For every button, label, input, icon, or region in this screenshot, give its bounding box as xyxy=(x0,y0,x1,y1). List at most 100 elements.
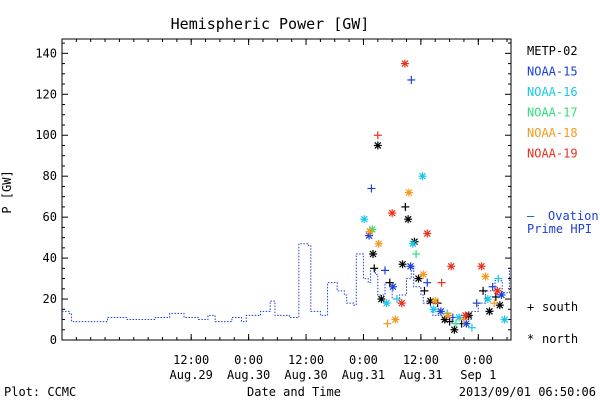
marker-stroke xyxy=(478,262,485,270)
data-point xyxy=(418,172,427,181)
marker-stroke xyxy=(447,262,455,270)
data-point xyxy=(440,315,449,324)
data-point xyxy=(412,250,421,258)
data-point xyxy=(443,311,452,320)
y-tick-label: 20 xyxy=(43,292,57,306)
marker-stroke xyxy=(388,209,396,217)
data-point xyxy=(467,323,476,332)
data-point xyxy=(483,295,492,304)
data-point xyxy=(360,215,369,224)
data-point xyxy=(391,315,400,324)
x-axis: 12:00Aug.290:00Aug.3012:00Aug.300:00Aug.… xyxy=(61,39,508,382)
marker-stroke xyxy=(407,262,414,270)
legend-entry: NOAA-19 xyxy=(527,147,578,161)
data-point xyxy=(423,229,432,238)
legend-model-dash: — xyxy=(527,209,535,223)
marker-stroke xyxy=(377,295,385,303)
data-point xyxy=(436,307,445,316)
model-line-group xyxy=(62,243,511,325)
y-tick-label: 60 xyxy=(43,210,57,224)
marker-stroke xyxy=(366,228,374,235)
data-point xyxy=(461,311,470,320)
plot-credit: Plot: CCMC xyxy=(4,385,76,399)
y-tick-label: 100 xyxy=(35,128,57,142)
data-point xyxy=(388,209,397,218)
x-tick-label-date: Aug.31 xyxy=(399,368,442,382)
marker-stroke xyxy=(501,316,509,323)
marker-stroke xyxy=(430,305,438,313)
plot-timestamp: 2013/09/01 06:50:06 xyxy=(459,385,596,399)
marker-stroke xyxy=(404,215,412,223)
marker-stroke xyxy=(450,326,458,334)
data-point xyxy=(374,239,383,248)
data-point xyxy=(481,272,490,281)
marker-stroke xyxy=(484,295,492,303)
data-point xyxy=(398,260,407,269)
data-point xyxy=(400,59,409,68)
marker-stroke xyxy=(398,299,406,307)
x-tick-label-date: Sep 1 xyxy=(460,368,496,382)
x-tick-label-time: 0:00 xyxy=(464,353,493,367)
y-tick-label: 140 xyxy=(35,46,57,60)
data-point xyxy=(383,319,392,328)
marker-stroke xyxy=(455,314,463,321)
data-point xyxy=(404,188,413,197)
marker-stroke xyxy=(369,250,377,258)
y-tick-label: 0 xyxy=(50,333,57,347)
y-axis: 0 20 40 60 80 100 120 140 xyxy=(35,42,511,347)
data-point xyxy=(451,319,460,328)
data-point xyxy=(450,325,459,334)
data-point xyxy=(500,315,509,324)
x-axis-label: Date and Time xyxy=(247,385,341,399)
data-point xyxy=(485,307,494,316)
data-point xyxy=(420,286,429,295)
legend: METP-02 NOAA-15 NOAA-16 NOAA-17 NOAA-18 NOAA-… xyxy=(527,44,599,346)
marker-stroke xyxy=(444,312,452,319)
data-point xyxy=(373,141,382,150)
data-point xyxy=(392,295,401,304)
legend-north-symbol: * xyxy=(527,332,534,346)
y-tick-label: 120 xyxy=(35,87,57,101)
marker-stroke xyxy=(399,260,406,268)
y-tick-label: 40 xyxy=(43,251,57,265)
x-tick-label-time: 0:00 xyxy=(234,353,263,367)
marker-stroke xyxy=(365,232,373,239)
x-tick-label-date: Aug.30 xyxy=(227,368,270,382)
legend-model-line1: Ovation xyxy=(548,209,599,223)
data-point xyxy=(367,184,376,193)
marker-stroke xyxy=(423,230,431,237)
ovation-prime-hpi-line xyxy=(62,243,511,325)
x-tick-label-date: Aug.31 xyxy=(342,368,385,382)
x-tick-label-time: 12:00 xyxy=(288,353,324,367)
data-point xyxy=(472,299,481,308)
legend-model-line2: Prime HPI xyxy=(527,222,592,236)
marker-stroke xyxy=(419,172,426,180)
data-point xyxy=(370,264,379,273)
data-point xyxy=(423,278,432,287)
marker-stroke xyxy=(375,240,383,248)
data-point xyxy=(488,282,497,291)
data-point xyxy=(388,282,397,291)
marker-stroke xyxy=(383,299,391,307)
marker-stroke xyxy=(482,273,489,280)
data-points-group xyxy=(360,59,509,334)
data-point xyxy=(382,299,391,308)
legend-entry: NOAA-16 xyxy=(527,85,578,99)
marker-stroke xyxy=(494,287,501,295)
chart-title: Hemispheric Power [GW] xyxy=(171,15,370,33)
data-point xyxy=(477,262,486,271)
marker-stroke xyxy=(389,283,397,291)
data-point xyxy=(408,239,417,248)
marker-stroke xyxy=(486,307,493,315)
marker-stroke xyxy=(441,316,449,323)
marker-stroke xyxy=(360,215,368,223)
y-tick-label: 80 xyxy=(43,169,57,183)
data-point xyxy=(437,278,446,287)
data-point xyxy=(373,131,382,140)
data-point xyxy=(397,299,406,308)
data-point xyxy=(429,305,438,314)
data-point xyxy=(494,274,503,283)
data-point xyxy=(447,262,456,271)
marker-stroke xyxy=(405,189,413,196)
